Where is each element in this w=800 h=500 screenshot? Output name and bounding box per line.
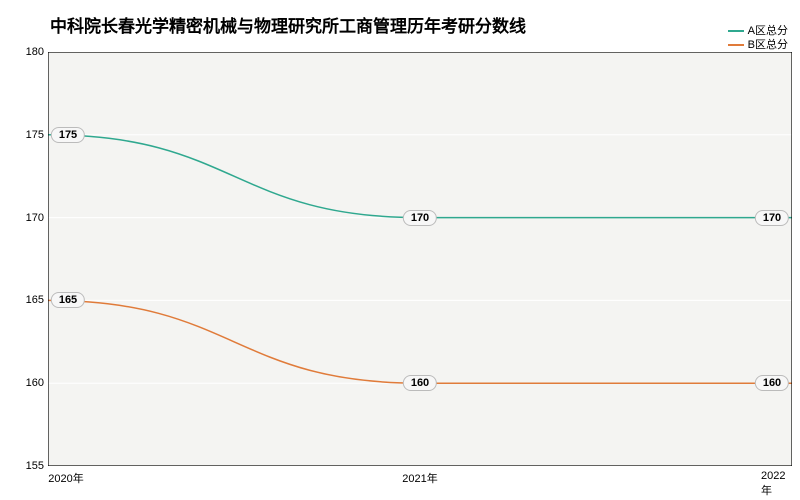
chart-container: 中科院长春光学精密机械与物理研究所工商管理历年考研分数线 A区总分 B区总分 1…: [0, 0, 800, 500]
y-tick-label: 180: [20, 46, 44, 58]
legend-item-b: B区总分: [728, 38, 788, 52]
data-label: 160: [755, 375, 789, 391]
legend-label-b: B区总分: [748, 38, 788, 52]
y-tick-label: 155: [20, 460, 44, 472]
x-tick-label: 2021年: [402, 470, 437, 486]
legend-item-a: A区总分: [728, 24, 788, 38]
y-tick-label: 175: [20, 129, 44, 141]
y-tick-label: 160: [20, 377, 44, 389]
plot-background: [48, 52, 792, 466]
legend-swatch-a: [728, 30, 744, 32]
x-tick-label: 2020年: [48, 470, 83, 486]
data-label: 175: [51, 127, 85, 143]
data-label: 160: [403, 375, 437, 391]
plot-area: [48, 52, 792, 466]
y-tick-label: 165: [20, 294, 44, 306]
data-label: 170: [755, 210, 789, 226]
chart-title: 中科院长春光学精密机械与物理研究所工商管理历年考研分数线: [50, 12, 526, 37]
legend-label-a: A区总分: [748, 24, 788, 38]
data-label: 165: [51, 292, 85, 308]
data-label: 170: [403, 210, 437, 226]
x-tick-label: 2022年: [761, 470, 787, 498]
legend: A区总分 B区总分: [728, 24, 788, 52]
legend-swatch-b: [728, 44, 744, 46]
y-tick-label: 170: [20, 212, 44, 224]
